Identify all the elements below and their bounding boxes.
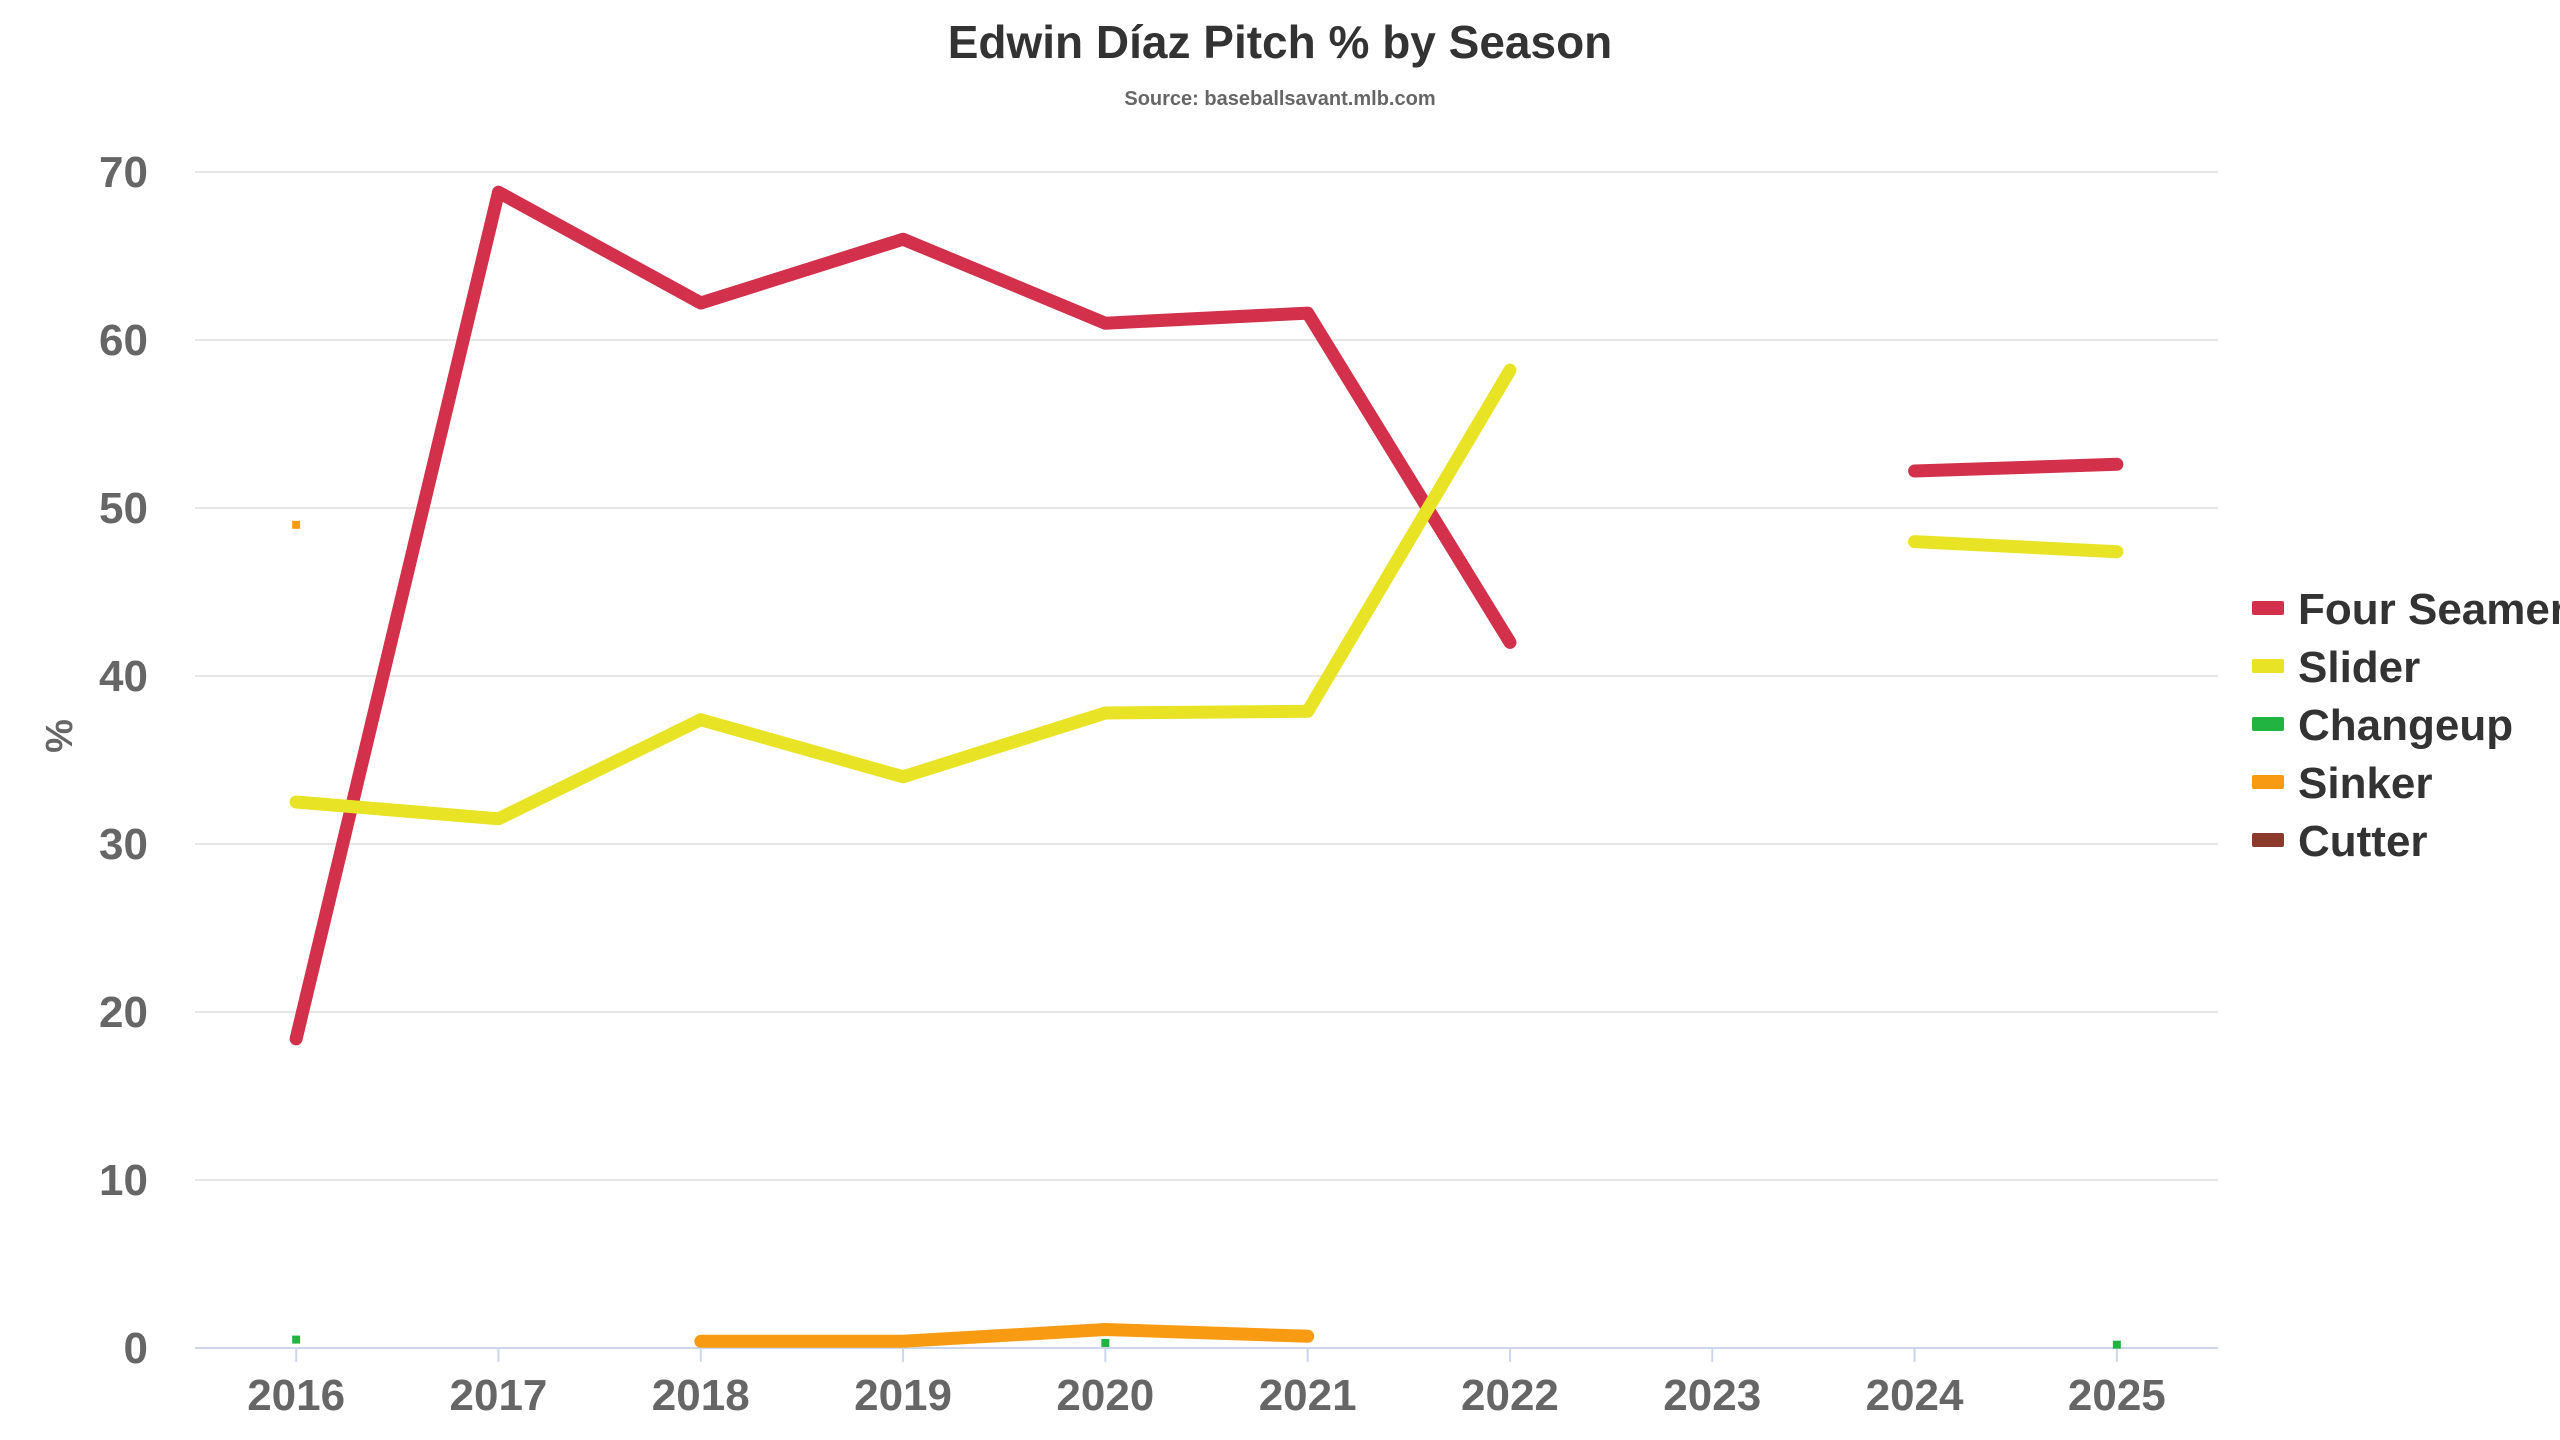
series-slider <box>289 363 2124 826</box>
series-line-four-seamer[interactable] <box>1908 457 2124 478</box>
data-point-changeup[interactable] <box>292 1335 301 1344</box>
x-tick-label: 2021 <box>1259 1371 1357 1420</box>
grid-layer <box>195 171 2218 1181</box>
series-line-slider[interactable] <box>289 363 1517 826</box>
data-point-changeup[interactable] <box>2112 1340 2121 1349</box>
y-tick-label: 70 <box>99 148 148 197</box>
legend-item-cutter[interactable]: Cutter <box>2252 817 2428 866</box>
legend-item-sinker[interactable]: Sinker <box>2252 759 2433 808</box>
data-point-changeup[interactable] <box>1101 1338 1110 1347</box>
x-tick-label: 2025 <box>2068 1371 2166 1420</box>
y-tick-label: 60 <box>99 316 148 365</box>
x-tick-label: 2022 <box>1461 1371 1559 1420</box>
legend-swatch <box>2252 717 2284 731</box>
y-tick-label: 10 <box>99 1156 148 1205</box>
x-tick-label: 2020 <box>1056 1371 1154 1420</box>
series-sinker <box>292 520 1315 1348</box>
series-line-four-seamer[interactable] <box>289 185 1517 1046</box>
legend-label: Slider <box>2298 643 2420 692</box>
legend-swatch <box>2252 833 2284 847</box>
x-tick-label: 2024 <box>1866 1371 1964 1420</box>
legend-item-changeup[interactable]: Changeup <box>2252 701 2513 750</box>
y-tick-label: 30 <box>99 820 148 869</box>
y-tick-label: 40 <box>99 652 148 701</box>
series-four-seamer <box>289 185 2124 1046</box>
legend-swatch <box>2252 659 2284 673</box>
x-tick-label: 2018 <box>652 1371 750 1420</box>
y-tick-label: 20 <box>99 988 148 1037</box>
series-line-sinker[interactable] <box>694 1323 1315 1348</box>
legend-swatch <box>2252 601 2284 615</box>
y-tick-label: 0 <box>124 1324 148 1373</box>
series-layer <box>289 185 2124 1349</box>
series-changeup <box>292 1335 2121 1349</box>
legend-swatch <box>2252 775 2284 789</box>
data-point-sinker[interactable] <box>292 520 301 529</box>
legend[interactable]: Four Seamer Slider Changeup Sinker Cutter <box>2252 585 2560 866</box>
axis-layer: 0 10 20 30 40 50 60 70 2016 2017 2018 2019 2020 2021 2… <box>99 148 2218 1420</box>
legend-label: Cutter <box>2298 817 2428 866</box>
legend-label: Four Seamer <box>2298 585 2560 634</box>
y-tick-label: 50 <box>99 484 148 533</box>
x-tick-label: 2016 <box>247 1371 345 1420</box>
x-tick-label: 2019 <box>854 1371 952 1420</box>
legend-item-four-seamer[interactable]: Four Seamer <box>2252 585 2560 634</box>
chart-subtitle: Source: baseballsavant.mlb.com <box>1124 88 1435 110</box>
x-tick-label: 2017 <box>450 1371 548 1420</box>
legend-item-slider[interactable]: Slider <box>2252 643 2420 692</box>
legend-label: Sinker <box>2298 759 2433 808</box>
chart-title: Edwin Díaz Pitch % by Season <box>948 16 1613 68</box>
y-axis-title: % <box>39 719 81 753</box>
legend-label: Changeup <box>2298 701 2513 750</box>
x-tick-label: 2023 <box>1663 1371 1761 1420</box>
series-line-slider[interactable] <box>1908 535 2124 559</box>
